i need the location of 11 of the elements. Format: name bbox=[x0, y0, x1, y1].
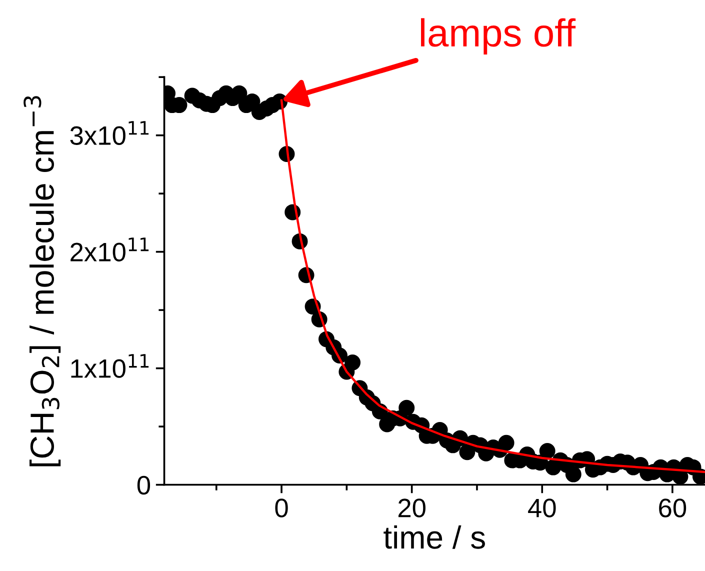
x-tick-label: 20 bbox=[398, 498, 426, 518]
x-tick-label: 60 bbox=[659, 498, 686, 518]
y-tick-label: 2x10$^{11}$ bbox=[70, 238, 149, 262]
x-tick-label: 40 bbox=[528, 498, 556, 518]
y-tick-label: 0 bbox=[137, 476, 150, 495]
y-tick-label: 3x10$^{11}$ bbox=[70, 121, 149, 145]
x-axis-title: time / s bbox=[384, 525, 485, 549]
y-axis-title: [CH$_{3}$O$_{2}$] / molecule cm$^{−3}$ bbox=[24, 96, 61, 466]
y-tick-label: 1x10$^{11}$ bbox=[71, 354, 149, 378]
annotation: lamps off bbox=[421, 18, 576, 54]
x-tick-label: 0 bbox=[275, 498, 288, 518]
